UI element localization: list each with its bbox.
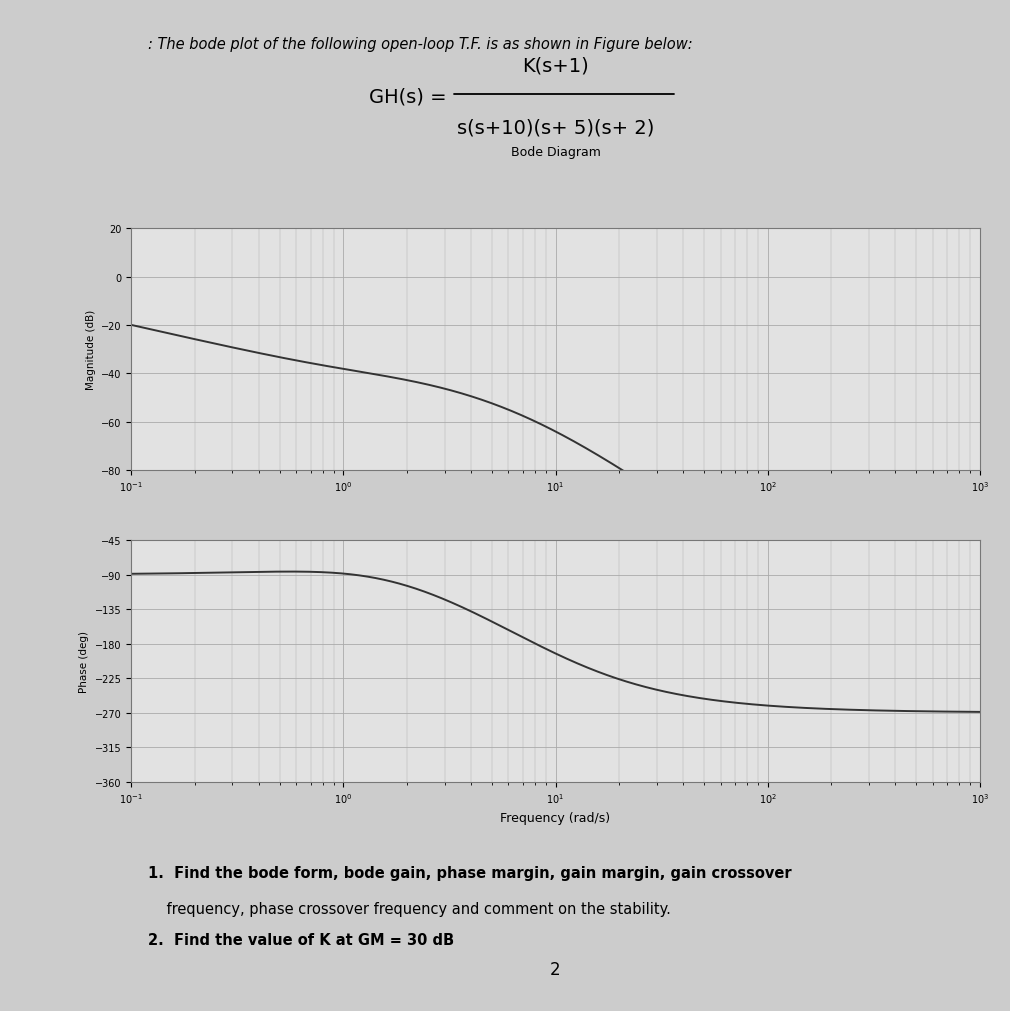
Text: frequency, phase crossover frequency and comment on the stability.: frequency, phase crossover frequency and… <box>148 901 671 916</box>
Y-axis label: Phase (deg): Phase (deg) <box>79 630 89 693</box>
Text: : The bode plot of the following open-loop T.F. is as shown in Figure below:: : The bode plot of the following open-lo… <box>148 36 693 52</box>
Text: Bode Diagram: Bode Diagram <box>511 146 600 159</box>
Text: K(s+1): K(s+1) <box>522 57 589 76</box>
Text: 1.  Find the bode form, bode gain, phase margin, gain margin, gain crossover: 1. Find the bode form, bode gain, phase … <box>148 865 792 880</box>
Text: s(s+10)(s+ 5)(s+ 2): s(s+10)(s+ 5)(s+ 2) <box>457 118 654 137</box>
X-axis label: Frequency (rad/s): Frequency (rad/s) <box>500 811 611 824</box>
Text: 2: 2 <box>550 960 561 978</box>
Y-axis label: Magnitude (dB): Magnitude (dB) <box>86 309 96 390</box>
Text: 2.  Find the value of K at GM = 30 dB: 2. Find the value of K at GM = 30 dB <box>148 932 454 946</box>
Text: GH(s) =: GH(s) = <box>369 88 446 107</box>
